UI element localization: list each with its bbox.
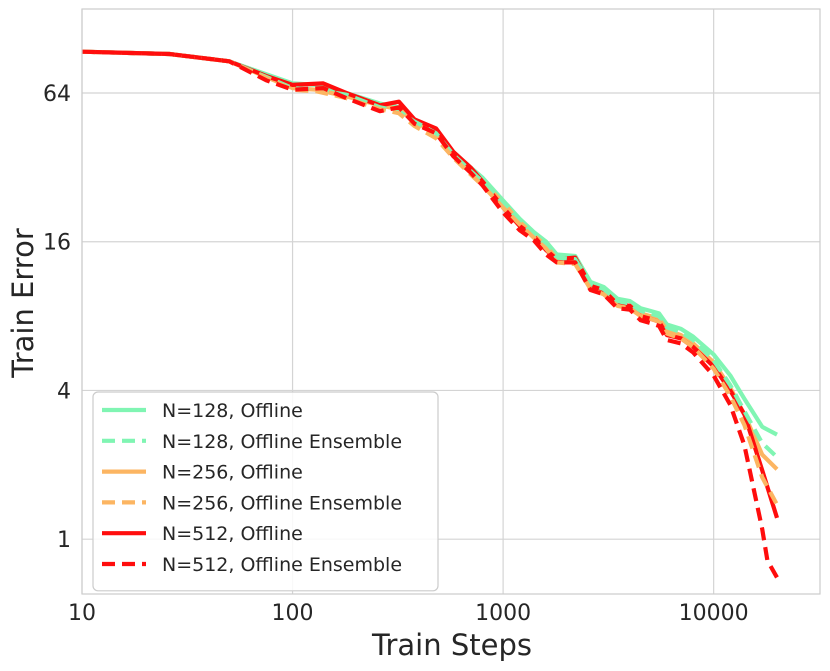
x-axis-label: Train Steps <box>371 628 532 662</box>
y-tick-label: 16 <box>43 231 71 256</box>
series-lines <box>81 49 780 579</box>
series-line-2 <box>81 49 779 459</box>
y-tick-label: 64 <box>43 82 71 107</box>
y-tick-label: 4 <box>57 379 71 404</box>
legend-label: N=256, Offline Ensemble <box>162 492 402 514</box>
y-tick-label: 1 <box>57 528 71 553</box>
x-tick-label: 10 <box>68 601 96 626</box>
series-line-1 <box>81 49 778 437</box>
y-tick-labels: 1 4 16 64 <box>43 82 71 553</box>
legend-label: N=512, Offline Ensemble <box>162 554 402 576</box>
x-tick-labels: 10 100 1000 10000 <box>68 601 749 626</box>
x-tick-label: 10000 <box>679 601 749 626</box>
plot-frame <box>81 8 821 595</box>
y-axis-label: Train Error <box>6 228 40 379</box>
legend-label: N=128, Offline Ensemble <box>162 431 402 453</box>
x-tick-label: 100 <box>272 601 314 626</box>
legend: N=128, Offline N=128, Offline Ensemble N=2… <box>92 391 439 592</box>
legend-label: N=256, Offline <box>162 462 303 484</box>
x-tick-label: 1000 <box>475 601 531 626</box>
legend-label: N=128, Offline <box>162 400 303 422</box>
legend-label: N=512, Offline <box>162 523 303 545</box>
legend-box <box>92 391 439 592</box>
series-line-6 <box>81 49 779 579</box>
